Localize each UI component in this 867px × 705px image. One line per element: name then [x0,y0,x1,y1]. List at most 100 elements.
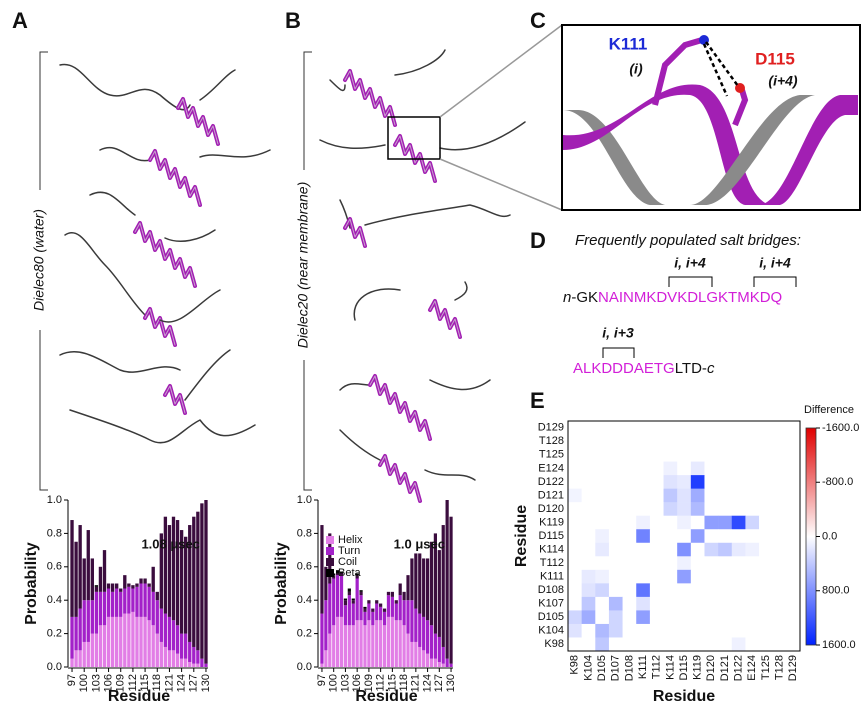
x-tick-label: D105 [596,655,608,681]
heat-cell [595,556,610,571]
heat-cell [786,610,801,625]
bar-segment [441,525,445,647]
bar-segment [106,583,111,589]
heat-cell [772,448,787,462]
panel-label: C [530,8,546,33]
heat-cell [568,556,582,571]
bar-segment [74,541,78,617]
zoom-box [387,116,441,160]
legend-label: Helix [338,534,363,546]
heat-cell [649,583,664,598]
bar-segment [82,558,86,601]
x-tick-label: D120 [705,655,717,681]
heat-cell [759,448,774,462]
bar-segment [131,611,135,667]
helix-highlight [429,300,461,338]
heat-cell [704,623,719,638]
x-tick-label: 118 [398,674,410,692]
panel-label: D [530,228,546,253]
heat-cell [636,569,651,584]
y-tick-label: 0.8 [297,527,312,539]
heat-cell [622,475,637,489]
heat-cell [636,623,651,638]
heat-cell [745,434,760,449]
heat-cell [786,583,801,598]
bar-segment [339,575,344,617]
coil [184,349,231,401]
sequence-part: -GK [571,289,598,306]
bar-segment [86,530,90,601]
bar-segment [347,591,351,596]
y-axis-label: Probability [273,542,290,625]
bar-segment [347,588,351,592]
bar-segment [375,603,379,621]
heat-cell [759,583,774,598]
heat-cell [772,475,787,489]
coil [69,409,256,444]
heat-cell [608,488,623,503]
helix-highlight [149,150,201,206]
heat-cell [690,461,705,476]
heat-cell [731,515,746,530]
bar-segment [98,566,103,592]
heat-cell [759,569,774,584]
coil [364,204,511,226]
bar-segment [429,625,434,659]
bar-segment [175,653,180,667]
bar-segment [343,598,348,601]
heat-cell [608,623,623,638]
heat-cell [745,596,760,611]
heat-cell [786,448,801,462]
heat-cell [595,569,610,584]
heat-cell [772,610,787,625]
heat-cell [622,583,637,598]
bar-segment [355,573,359,576]
bar-segment [94,633,99,667]
heat-cell [663,637,678,652]
heat-cell [581,542,596,557]
heat-cell [663,475,678,489]
bar-segment [90,558,94,601]
bar-segment [351,625,355,667]
heat-cell [759,461,774,476]
bar-segment [398,595,402,621]
heat-cell [608,637,623,652]
bar-segment [115,588,119,617]
helix-highlight [177,98,219,145]
heat-cell [731,421,746,435]
bar-segment [192,646,196,664]
bar-segment [449,516,453,664]
bar-segment [402,591,406,601]
heat-cell [786,461,801,476]
heat-cell [622,596,637,611]
heat-cell [772,596,787,611]
heat-cell [745,610,760,625]
heat-cell [759,556,774,571]
panel-label: A [12,8,28,33]
heat-cell [731,596,746,611]
coil [439,121,526,151]
heat-cell [608,583,623,598]
heat-cell [786,569,801,584]
bar-segment [394,620,398,667]
y-tick-label: D129 [538,422,564,434]
heat-cell [690,637,705,652]
heat-cell [595,596,610,611]
heat-cell [704,542,719,557]
heat-cell [772,515,787,530]
bar-segment [159,641,163,667]
heat-cell [608,569,623,584]
bar-segment [82,600,86,642]
y-axis-label: Probability [23,542,40,625]
bar-segment [188,641,192,662]
heat-cell [595,583,610,598]
heat-cell [663,596,678,611]
bar-segment [119,588,123,592]
helix-closeup [561,24,861,211]
bar-segment [359,620,363,667]
heat-cell [718,461,733,476]
heat-cell [690,596,705,611]
legend-swatch [326,569,334,577]
bar-segment [343,600,348,606]
heat-cell [772,583,787,598]
